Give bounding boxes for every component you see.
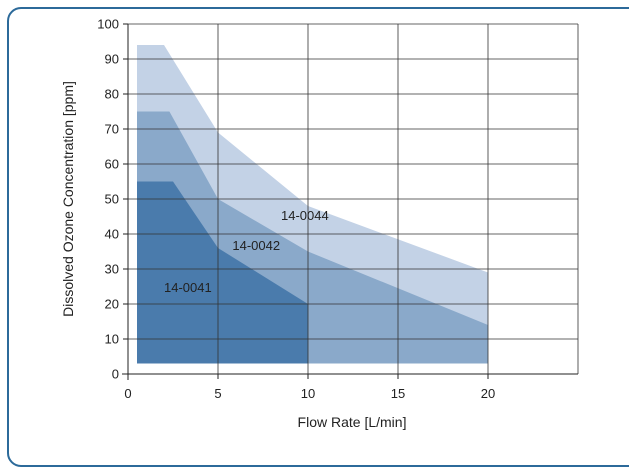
area-layer <box>137 45 488 364</box>
x-axis-title: Flow Rate [L/min] <box>298 414 407 430</box>
area-label-14-0042: 14-0042 <box>232 238 280 253</box>
y-tick-label-40: 40 <box>105 227 119 242</box>
y-tick-label-20: 20 <box>105 297 119 312</box>
y-tick-label-0: 0 <box>112 367 119 382</box>
x-tick-label-0: 0 <box>124 386 131 401</box>
y-tick-label-30: 30 <box>105 262 119 277</box>
x-tick-label-10: 10 <box>301 386 315 401</box>
area-label-14-0041: 14-0041 <box>164 280 212 295</box>
area-14-0041 <box>137 181 308 364</box>
area-label-14-0044: 14-0044 <box>281 208 329 223</box>
y-tick-label-100: 100 <box>97 17 119 32</box>
x-tick-label-15: 15 <box>391 386 405 401</box>
x-tick-label-5: 5 <box>214 386 221 401</box>
x-tick-label-20: 20 <box>481 386 495 401</box>
y-tick-label-10: 10 <box>105 332 119 347</box>
y-axis-title: Dissolved Ozone Concentration [ppm] <box>60 81 76 317</box>
y-tick-label-80: 80 <box>105 87 119 102</box>
y-tick-label-60: 60 <box>105 157 119 172</box>
y-tick-label-50: 50 <box>105 192 119 207</box>
y-tick-label-70: 70 <box>105 122 119 137</box>
axes-layer: 0 10 20 30 40 50 60 70 80 90 100 0 5 10 15 20 <box>97 17 578 401</box>
y-tick-label-90: 90 <box>105 52 119 67</box>
grid-layer <box>128 23 579 374</box>
